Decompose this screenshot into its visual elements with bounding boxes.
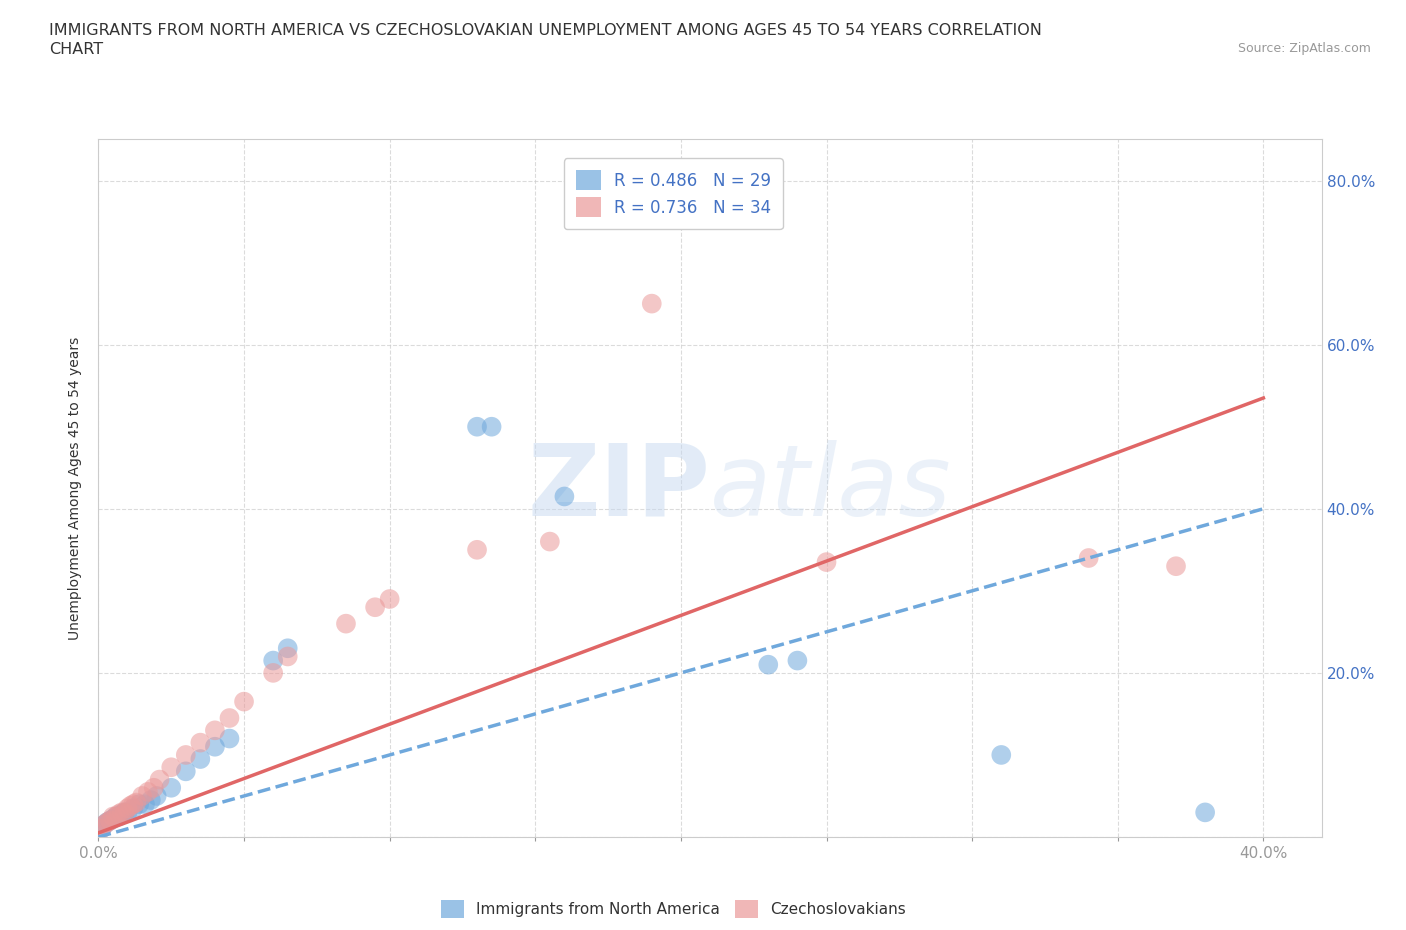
Point [277, 649, 299, 664]
Point [136, 784, 159, 799]
Point [378, 591, 401, 606]
Point [128, 797, 150, 812]
Point [117, 801, 139, 816]
Point [98, 813, 121, 828]
Point [142, 780, 165, 795]
Point [108, 809, 131, 824]
Text: atlas: atlas [710, 440, 952, 537]
Point [108, 806, 131, 821]
Point [104, 809, 127, 824]
Point [1194, 805, 1216, 820]
Point [756, 658, 779, 672]
Point [277, 641, 299, 656]
Point [218, 731, 240, 746]
Point [174, 764, 197, 778]
Point [139, 792, 162, 807]
Point [335, 617, 357, 631]
Point [160, 780, 183, 795]
Point [233, 694, 256, 709]
Point [786, 653, 808, 668]
Text: ZIP: ZIP [527, 440, 710, 537]
Point [1164, 559, 1187, 574]
Point [641, 296, 664, 311]
Point [101, 809, 124, 824]
Point [134, 797, 156, 812]
Point [160, 760, 183, 775]
Point [218, 711, 240, 725]
Point [96, 815, 118, 830]
Point [364, 600, 387, 615]
Point [104, 809, 127, 824]
Point [1077, 551, 1099, 565]
Point [111, 806, 134, 821]
Point [122, 801, 145, 816]
Point [90, 821, 112, 836]
Point [101, 812, 124, 827]
Point [125, 795, 148, 810]
Point [93, 817, 115, 832]
Point [465, 542, 488, 557]
Point [262, 666, 284, 681]
Point [538, 534, 561, 549]
Point [174, 748, 197, 763]
Y-axis label: Unemployment Among Ages 45 to 54 years: Unemployment Among Ages 45 to 54 years [69, 337, 83, 640]
Text: Source: ZipAtlas.com: Source: ZipAtlas.com [1237, 42, 1371, 55]
Point [111, 805, 134, 820]
Point [188, 736, 212, 751]
Point [93, 817, 115, 832]
Point [96, 815, 118, 830]
Text: IMMIGRANTS FROM NORTH AMERICA VS CZECHOSLOVAKIAN UNEMPLOYMENT AMONG AGES 45 TO 5: IMMIGRANTS FROM NORTH AMERICA VS CZECHOS… [49, 23, 1042, 38]
Point [98, 813, 121, 828]
Point [145, 789, 167, 804]
Point [465, 419, 488, 434]
Point [990, 748, 1012, 763]
Point [553, 489, 575, 504]
Point [262, 653, 284, 668]
Point [204, 739, 226, 754]
Point [815, 554, 838, 569]
Point [117, 805, 139, 820]
Point [120, 798, 142, 813]
Point [122, 797, 145, 812]
Legend: Immigrants from North America, Czechoslovakians: Immigrants from North America, Czechoslo… [434, 894, 912, 924]
Point [188, 751, 212, 766]
Point [481, 419, 503, 434]
Point [90, 821, 112, 836]
Point [114, 805, 136, 820]
Point [114, 805, 136, 820]
Text: CHART: CHART [49, 42, 103, 57]
Point [204, 723, 226, 737]
Point [131, 789, 153, 804]
Point [149, 772, 172, 787]
